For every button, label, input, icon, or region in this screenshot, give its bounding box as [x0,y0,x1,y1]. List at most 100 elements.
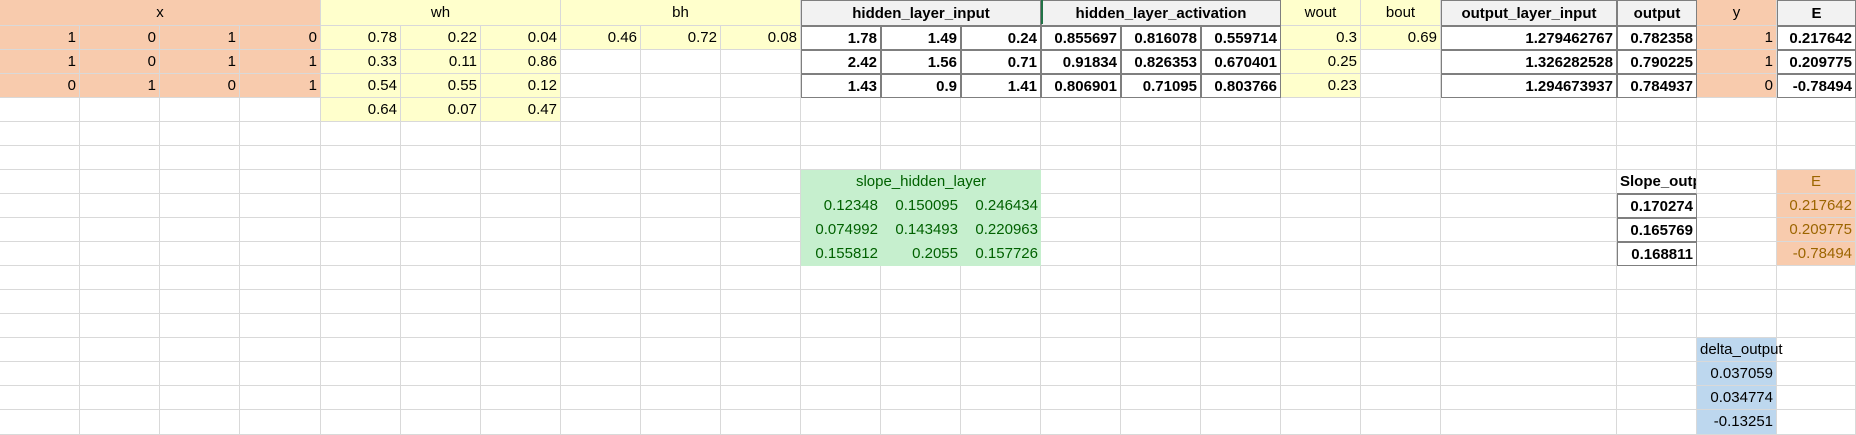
grid-cell[interactable] [1441,122,1617,146]
grid-cell[interactable] [1201,362,1281,386]
grid-cell[interactable] [80,386,160,410]
grid-cell[interactable] [481,338,561,362]
grid-cell[interactable] [561,386,641,410]
bh-cell[interactable]: 0.72 [641,26,721,50]
grid-cell[interactable] [881,266,961,290]
y-cell[interactable]: 1 [1697,50,1777,74]
grid-cell[interactable] [160,194,240,218]
grid-cell[interactable] [80,362,160,386]
grid-cell[interactable] [321,338,401,362]
grid-cell[interactable] [1201,242,1281,266]
grid-cell[interactable] [321,218,401,242]
wh-cell[interactable]: 0.64 [321,98,401,122]
grid-cell[interactable] [561,290,641,314]
grid-cell[interactable] [1617,410,1697,435]
grid-cell[interactable] [1441,362,1617,386]
grid-cell[interactable] [721,290,801,314]
grid-cell[interactable] [1361,314,1441,338]
grid-cell[interactable] [80,170,160,194]
delta-output-cell[interactable]: 0.034774 [1697,386,1777,410]
grid-cell[interactable] [1281,146,1361,170]
grid-cell[interactable] [240,266,321,290]
grid-cell[interactable] [1697,290,1777,314]
hidden-input-cell[interactable]: 0.9 [881,74,961,98]
grid-cell[interactable] [1777,386,1856,410]
grid-cell[interactable] [321,314,401,338]
grid-cell[interactable] [881,98,961,122]
grid-cell[interactable] [1121,194,1201,218]
grid-cell[interactable] [1697,314,1777,338]
wh-cell[interactable]: 0.07 [401,98,481,122]
hidden-activation-cell[interactable]: 0.826353 [1121,50,1201,74]
grid-cell[interactable] [1361,122,1441,146]
grid-cell[interactable] [321,194,401,218]
grid-cell[interactable] [881,122,961,146]
grid-cell[interactable] [1777,338,1856,362]
grid-cell[interactable] [1281,242,1361,266]
grid-cell[interactable] [1281,290,1361,314]
slope-hidden-cell[interactable]: 0.074992 [801,218,881,242]
grid-cell[interactable] [321,122,401,146]
grid-cell[interactable] [721,146,801,170]
grid-cell[interactable] [1441,266,1617,290]
grid-cell[interactable] [160,170,240,194]
grid-cell[interactable] [1201,266,1281,290]
grid-cell[interactable] [0,410,80,435]
grid-cell[interactable] [641,386,721,410]
delta-output-header[interactable]: delta_output [1697,338,1783,362]
hidden-activation-cell[interactable]: 0.91834 [1041,50,1121,74]
grid-cell[interactable] [1121,242,1201,266]
grid-cell[interactable] [561,194,641,218]
hidden-input-cell[interactable]: 1.78 [801,26,881,50]
grid-cell[interactable] [1201,218,1281,242]
grid-cell[interactable] [1441,98,1617,122]
slope-hidden-layer-header[interactable]: slope_hidden_layer [801,170,1041,194]
grid-cell[interactable] [721,194,801,218]
hidden-activation-cell[interactable]: 0.816078 [1121,26,1201,50]
e-cell[interactable]: 0.217642 [1777,26,1856,50]
grid-cell[interactable] [961,146,1041,170]
grid-cell[interactable] [641,74,721,98]
grid-cell[interactable] [1121,338,1201,362]
wh-cell[interactable]: 0.78 [321,26,401,50]
grid-cell[interactable] [1441,194,1617,218]
e-cell[interactable]: -0.78494 [1777,74,1856,98]
slope-hidden-cell[interactable]: 0.12348 [801,194,881,218]
grid-cell[interactable] [1041,194,1121,218]
x-cell[interactable]: 0 [80,26,160,50]
grid-cell[interactable] [401,266,481,290]
grid-cell[interactable] [1281,98,1361,122]
grid-cell[interactable] [1041,218,1121,242]
grid-cell[interactable] [1777,290,1856,314]
grid-cell[interactable] [240,218,321,242]
grid-cell[interactable] [561,338,641,362]
output-cell[interactable]: 0.782358 [1617,26,1697,50]
y-cell[interactable]: 1 [1697,26,1777,50]
e-copy-cell[interactable]: 0.217642 [1777,194,1856,218]
grid-cell[interactable] [1361,218,1441,242]
header-wout[interactable]: wout [1281,0,1361,26]
grid-cell[interactable] [1041,338,1121,362]
grid-cell[interactable] [641,362,721,386]
grid-cell[interactable] [561,170,641,194]
grid-cell[interactable] [1777,266,1856,290]
grid-cell[interactable] [1777,98,1856,122]
grid-cell[interactable] [1361,266,1441,290]
wh-cell[interactable]: 0.04 [481,26,561,50]
grid-cell[interactable] [401,338,481,362]
grid-cell[interactable] [1617,338,1697,362]
grid-cell[interactable] [721,218,801,242]
grid-cell[interactable] [1281,410,1361,435]
grid-cell[interactable] [1617,146,1697,170]
e-copy-header[interactable]: E [1777,170,1856,194]
grid-cell[interactable] [1777,314,1856,338]
grid-cell[interactable] [1201,170,1281,194]
grid-cell[interactable] [80,146,160,170]
grid-cell[interactable] [1281,170,1361,194]
grid-cell[interactable] [1281,362,1361,386]
grid-cell[interactable] [1041,386,1121,410]
hidden-input-cell[interactable]: 1.43 [801,74,881,98]
grid-cell[interactable] [401,386,481,410]
hidden-activation-cell[interactable]: 0.806901 [1041,74,1121,98]
grid-cell[interactable] [401,170,481,194]
